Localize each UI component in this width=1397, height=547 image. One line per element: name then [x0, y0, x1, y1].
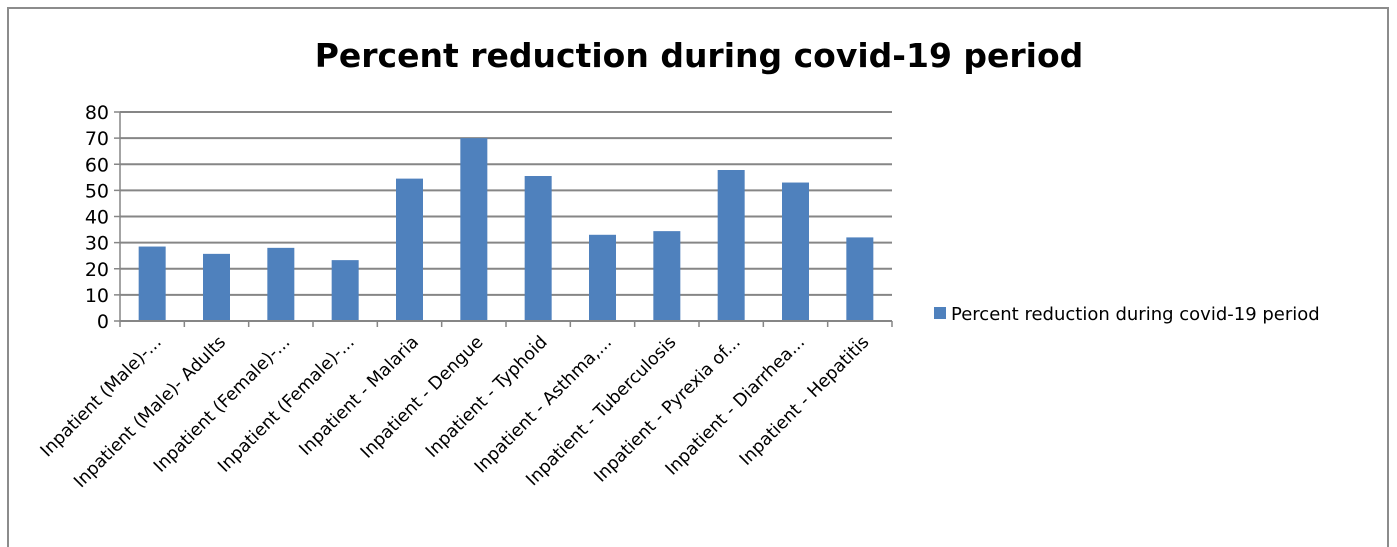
y-tick-label: 20	[85, 259, 109, 281]
x-axis-ticks: Inpatient (Male)-...Inpatient (Male)- Ad…	[37, 332, 874, 492]
legend-swatch	[934, 307, 946, 319]
x-tick-label: Inpatient (Male)-...	[37, 332, 166, 461]
gridlines	[120, 111, 892, 296]
y-axis-ticks: 0 10 20 30 40 50 60 70 80	[85, 102, 120, 333]
bar	[267, 247, 295, 321]
y-tick-label: 60	[85, 154, 109, 176]
y-tick-label: 10	[85, 285, 109, 307]
legend-label: Percent reduction during covid-19 period	[951, 304, 1320, 325]
bar	[717, 169, 745, 321]
chart-title: Percent reduction during covid-19 period	[315, 36, 1084, 75]
bar	[203, 253, 230, 321]
bar	[331, 260, 359, 321]
bar	[138, 246, 166, 321]
bar	[782, 182, 809, 321]
legend: Percent reduction during covid-19 period	[934, 304, 1320, 325]
y-tick-label: 70	[85, 128, 109, 150]
y-tick-label: 40	[85, 207, 109, 229]
y-tick-label: 80	[85, 102, 109, 124]
x-tick-label: Inpatient - Typhoid	[422, 332, 552, 462]
x-tick-label: Inpatient - Malaria	[296, 332, 423, 459]
y-tick-label: 0	[97, 311, 109, 333]
bar	[396, 178, 423, 321]
bar	[524, 176, 552, 321]
bar	[846, 237, 874, 321]
bars	[138, 138, 874, 321]
x-tick-label: Inpatient - Hepatitis	[736, 332, 873, 469]
bar	[460, 138, 488, 321]
bar	[653, 231, 681, 321]
bar	[589, 234, 616, 321]
chart-frame	[7, 7, 1389, 547]
x-tick-label: Inpatient - Dengue	[357, 332, 487, 462]
y-tick-label: 30	[85, 233, 109, 255]
y-tick-label: 50	[85, 180, 109, 202]
